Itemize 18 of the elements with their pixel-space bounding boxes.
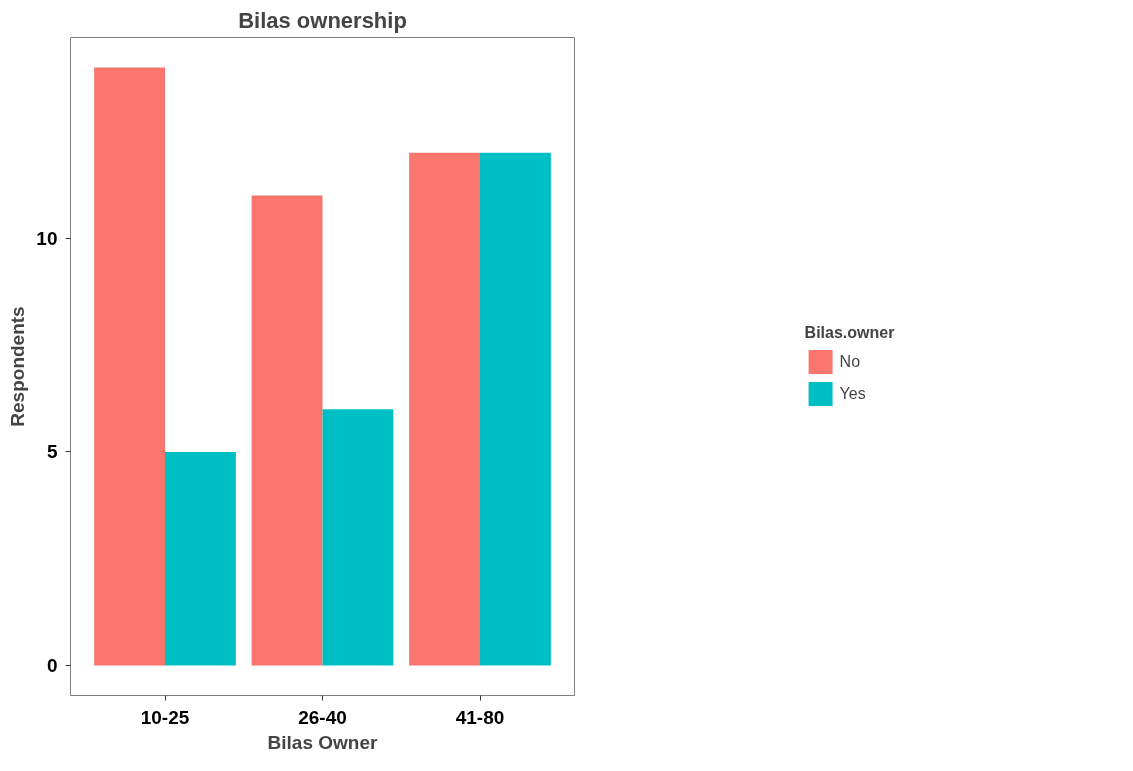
bar [409,152,480,666]
bar [165,451,236,666]
bar [480,152,551,666]
bar [94,67,165,666]
y-tick-label: 0 [46,655,58,677]
chart-title: Bilas ownership [238,7,407,33]
bar [322,409,394,666]
x-tick-label: 26-40 [298,706,347,728]
y-tick-label: 10 [36,227,58,249]
legend-label: No [839,351,861,372]
y-axis-title: Respondents [7,306,29,427]
legend-title: Bilas.owner [804,323,895,342]
x-tick-label: 10-25 [140,706,190,728]
bar [251,195,323,666]
legend-label: Yes [839,383,866,404]
x-axis-title: Bilas Owner [267,731,379,753]
y-tick-label: 5 [46,441,58,463]
x-tick-label: 41-80 [455,706,505,728]
